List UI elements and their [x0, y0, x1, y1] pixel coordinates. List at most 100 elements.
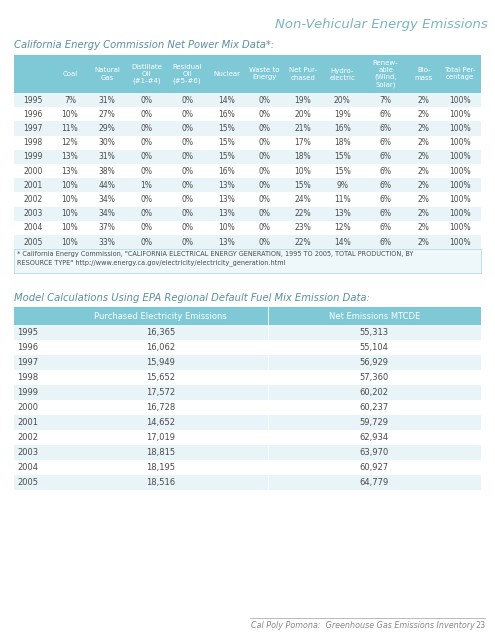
- Text: 24%: 24%: [295, 195, 311, 204]
- Text: 23%: 23%: [295, 223, 311, 232]
- Text: Hydro-
electric: Hydro- electric: [329, 67, 355, 81]
- Bar: [14, 193, 481, 207]
- Text: 6%: 6%: [380, 180, 392, 190]
- Text: 0%: 0%: [259, 124, 271, 133]
- Bar: [14, 430, 481, 445]
- Text: 2003: 2003: [23, 209, 43, 218]
- Text: 16%: 16%: [334, 124, 350, 133]
- Text: 13%: 13%: [218, 209, 235, 218]
- Text: 6%: 6%: [380, 152, 392, 161]
- Bar: [14, 150, 481, 164]
- Text: 2%: 2%: [418, 138, 430, 147]
- Text: 14%: 14%: [334, 237, 350, 246]
- Text: 0%: 0%: [141, 152, 152, 161]
- Bar: [14, 400, 481, 415]
- Text: 22%: 22%: [295, 237, 311, 246]
- Text: 37%: 37%: [99, 223, 115, 232]
- Text: 0%: 0%: [141, 223, 152, 232]
- Bar: [14, 178, 481, 193]
- Text: 100%: 100%: [449, 223, 471, 232]
- Text: 33%: 33%: [99, 237, 115, 246]
- Text: 1999: 1999: [17, 388, 38, 397]
- Text: 0%: 0%: [141, 124, 152, 133]
- Text: Coal: Coal: [62, 71, 78, 77]
- Text: 20%: 20%: [334, 95, 350, 104]
- Text: 11%: 11%: [62, 124, 78, 133]
- Text: 13%: 13%: [61, 152, 78, 161]
- Text: 0%: 0%: [141, 166, 152, 175]
- Text: 1998: 1998: [23, 138, 43, 147]
- Text: 100%: 100%: [449, 124, 471, 133]
- Text: 1997: 1997: [17, 358, 38, 367]
- Text: 0%: 0%: [181, 209, 193, 218]
- Bar: [14, 385, 481, 400]
- Text: 1%: 1%: [141, 180, 152, 190]
- Text: Net Pur-
chased: Net Pur- chased: [289, 67, 317, 81]
- Bar: [14, 235, 481, 249]
- Text: 2005: 2005: [17, 478, 38, 487]
- Text: 15%: 15%: [334, 152, 350, 161]
- Bar: [14, 93, 481, 107]
- Text: 6%: 6%: [380, 124, 392, 133]
- Text: 31%: 31%: [99, 95, 115, 104]
- Text: 6%: 6%: [380, 110, 392, 119]
- Text: 2%: 2%: [418, 124, 430, 133]
- Text: 100%: 100%: [449, 237, 471, 246]
- Text: 1997: 1997: [23, 124, 43, 133]
- Text: Bio-
mass: Bio- mass: [415, 67, 433, 81]
- Text: Waste to
Energy: Waste to Energy: [249, 67, 280, 81]
- Text: 60,927: 60,927: [360, 463, 389, 472]
- Bar: [14, 340, 481, 355]
- Bar: [14, 415, 481, 430]
- Bar: [14, 355, 481, 370]
- Text: 2%: 2%: [418, 223, 430, 232]
- Text: 2%: 2%: [418, 166, 430, 175]
- Text: Cal Poly Pomona:  Greenhouse Gas Emissions Inventory: Cal Poly Pomona: Greenhouse Gas Emission…: [251, 621, 475, 630]
- Text: 62,934: 62,934: [360, 433, 389, 442]
- Bar: [14, 122, 481, 136]
- Text: Non-Vehicular Energy Emissions: Non-Vehicular Energy Emissions: [275, 18, 488, 31]
- Text: 6%: 6%: [380, 237, 392, 246]
- Bar: [14, 370, 481, 385]
- Bar: [14, 55, 481, 93]
- Text: 2001: 2001: [17, 418, 38, 428]
- Text: Total Per-
centage: Total Per- centage: [444, 67, 476, 81]
- Text: 16,062: 16,062: [146, 343, 175, 352]
- Text: 6%: 6%: [380, 195, 392, 204]
- Text: 6%: 6%: [380, 223, 392, 232]
- Text: 44%: 44%: [99, 180, 115, 190]
- Bar: [14, 221, 481, 235]
- Text: 2005: 2005: [23, 237, 43, 246]
- Text: 7%: 7%: [64, 95, 76, 104]
- Text: 0%: 0%: [259, 166, 271, 175]
- Text: Purchased Electricity Emissions: Purchased Electricity Emissions: [95, 312, 227, 321]
- Text: 2003: 2003: [17, 448, 38, 457]
- Text: 0%: 0%: [141, 209, 152, 218]
- Text: Natural
Gas: Natural Gas: [94, 67, 120, 81]
- Text: 60,202: 60,202: [360, 388, 389, 397]
- Text: 34%: 34%: [99, 195, 115, 204]
- Text: 10%: 10%: [218, 223, 235, 232]
- Text: 2002: 2002: [23, 195, 43, 204]
- Text: 100%: 100%: [449, 166, 471, 175]
- Text: * California Energy Commission, "CALIFORNIA ELECTRICAL ENERGY GENERATION, 1995 T: * California Energy Commission, "CALIFOR…: [17, 251, 413, 266]
- Text: 15%: 15%: [295, 180, 311, 190]
- Text: 1998: 1998: [17, 373, 38, 382]
- Text: 1996: 1996: [23, 110, 43, 119]
- Text: 2%: 2%: [418, 152, 430, 161]
- Text: 2000: 2000: [23, 166, 43, 175]
- Text: 10%: 10%: [61, 237, 78, 246]
- Text: Nuclear: Nuclear: [213, 71, 240, 77]
- Text: 2001: 2001: [23, 180, 43, 190]
- Text: 55,104: 55,104: [360, 343, 389, 352]
- Text: 0%: 0%: [259, 110, 271, 119]
- Text: 100%: 100%: [449, 152, 471, 161]
- Bar: [14, 325, 481, 340]
- Text: 64,779: 64,779: [360, 478, 389, 487]
- Text: 0%: 0%: [181, 110, 193, 119]
- Text: 2%: 2%: [418, 95, 430, 104]
- Text: 0%: 0%: [181, 166, 193, 175]
- Text: 13%: 13%: [218, 237, 235, 246]
- Text: 60,237: 60,237: [360, 403, 389, 412]
- Text: 15,949: 15,949: [147, 358, 175, 367]
